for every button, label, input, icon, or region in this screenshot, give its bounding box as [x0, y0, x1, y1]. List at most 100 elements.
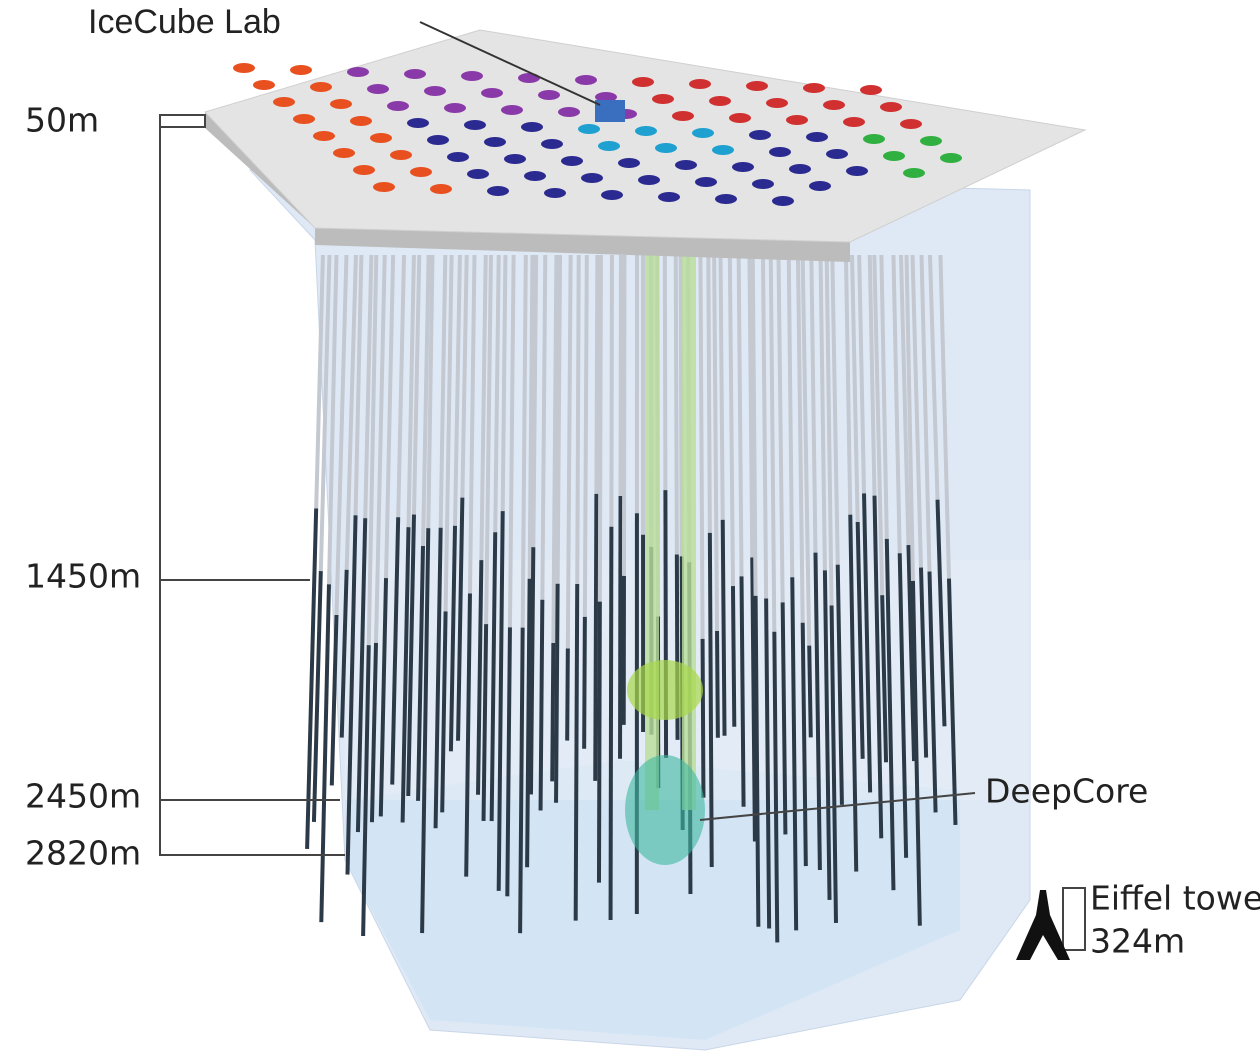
string-upper: [533, 255, 536, 547]
string-upper: [681, 255, 682, 556]
station: [655, 143, 677, 153]
station: [461, 71, 483, 81]
string-lower: [576, 584, 578, 921]
station: [233, 63, 255, 73]
string-upper: [676, 255, 677, 555]
station: [880, 102, 902, 112]
station: [447, 152, 469, 162]
station: [504, 154, 526, 164]
station: [786, 115, 808, 125]
string-lower: [531, 547, 533, 794]
station: [467, 169, 489, 179]
station: [430, 184, 452, 194]
station: [803, 83, 825, 93]
string-lower: [703, 639, 704, 798]
string-lower: [556, 584, 558, 803]
eiffel-label: Eiffel tower: [1090, 879, 1260, 918]
station: [672, 111, 694, 121]
station: [658, 192, 680, 202]
station: [826, 149, 848, 159]
station: [729, 113, 751, 123]
station: [752, 179, 774, 189]
station: [809, 181, 831, 191]
station: [484, 137, 506, 147]
station: [481, 88, 503, 98]
station: [541, 139, 563, 149]
deepcore-region: [627, 660, 703, 720]
station: [769, 147, 791, 157]
station: [353, 165, 375, 175]
station: [444, 103, 466, 113]
station: [638, 175, 660, 185]
station: [424, 86, 446, 96]
station: [558, 107, 580, 117]
deepcore-region: [625, 755, 705, 865]
station: [863, 134, 885, 144]
string-lower: [756, 596, 759, 927]
string-upper: [665, 255, 666, 490]
station: [920, 136, 942, 146]
station: [772, 196, 794, 206]
station: [632, 77, 654, 87]
station: [749, 130, 771, 140]
station: [635, 126, 657, 136]
station: [843, 117, 865, 127]
station: [601, 190, 623, 200]
station: [883, 151, 905, 161]
station: [675, 160, 697, 170]
string-lower: [809, 646, 811, 738]
station: [373, 182, 395, 192]
string-lower: [733, 586, 734, 727]
station: [387, 101, 409, 111]
station: [501, 105, 523, 115]
station: [789, 164, 811, 174]
string-upper: [611, 255, 612, 527]
string-lower: [710, 533, 712, 867]
depth-label: 50m: [25, 101, 99, 140]
station: [575, 75, 597, 85]
station: [940, 153, 962, 163]
station: [766, 98, 788, 108]
station: [310, 82, 332, 92]
station: [581, 173, 603, 183]
station: [860, 85, 882, 95]
deepcore-column: [682, 250, 696, 810]
station: [538, 90, 560, 100]
string-lower: [567, 648, 568, 740]
string-upper: [568, 255, 571, 648]
string-lower: [599, 602, 600, 883]
station: [524, 171, 546, 181]
string-lower: [742, 576, 744, 806]
station: [732, 162, 754, 172]
string-lower: [507, 627, 510, 896]
station: [709, 96, 731, 106]
station: [806, 132, 828, 142]
station: [846, 166, 868, 176]
eiffel-height: 324m: [1090, 922, 1185, 961]
depth-label: 2820m: [25, 834, 141, 873]
depth-label: 2450m: [25, 777, 141, 816]
station: [746, 81, 768, 91]
string-lower: [595, 494, 596, 781]
station: [715, 194, 737, 204]
string-upper: [708, 255, 710, 533]
string-upper: [600, 255, 601, 602]
depth-label: 1450m: [25, 557, 141, 596]
string-lower: [527, 579, 530, 868]
icecube-diagram: IceCube Lab 50m 1450m 2450m 2820m DeepCo…: [0, 0, 1260, 1058]
station: [900, 119, 922, 129]
station: [487, 186, 509, 196]
string-lower: [541, 600, 543, 811]
station: [273, 97, 295, 107]
station: [578, 124, 600, 134]
station: [427, 135, 449, 145]
string-lower: [321, 584, 329, 922]
station: [692, 128, 714, 138]
station: [464, 120, 486, 130]
station: [712, 145, 734, 155]
station: [333, 148, 355, 158]
string-upper: [720, 255, 722, 520]
station: [618, 158, 640, 168]
station: [407, 118, 429, 128]
string-upper: [585, 255, 587, 617]
